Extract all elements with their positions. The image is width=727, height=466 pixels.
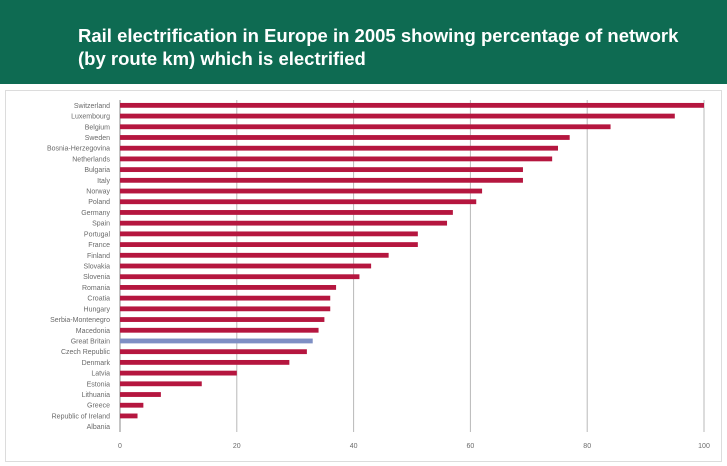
category-label: Norway bbox=[86, 189, 110, 196]
bar-bulgaria bbox=[120, 167, 523, 173]
category-label: Italy bbox=[97, 178, 110, 185]
category-label: Sweden bbox=[85, 135, 110, 142]
bar-denmark bbox=[120, 359, 290, 365]
category-label: Portugal bbox=[84, 231, 111, 238]
bar-great-britain bbox=[120, 338, 313, 344]
category-label: Hungary bbox=[84, 306, 111, 313]
x-tick-label: 40 bbox=[350, 443, 358, 450]
category-label: Albania bbox=[87, 424, 110, 431]
bar-serbia-montenegro bbox=[120, 317, 325, 322]
bar-spain bbox=[120, 220, 448, 226]
bar-greece bbox=[120, 402, 144, 408]
bar-switzerland bbox=[120, 102, 704, 108]
bar-czech-republic bbox=[120, 349, 307, 355]
bar-hungary bbox=[120, 306, 331, 312]
category-label: Bosnia-Herzegovina bbox=[47, 146, 110, 153]
category-label: Netherlands bbox=[72, 156, 110, 163]
bar-finland bbox=[120, 252, 389, 258]
chart-title: Rail electrification in Europe in 2005 s… bbox=[78, 25, 679, 69]
title-banner: Rail electrification in Europe in 2005 s… bbox=[0, 0, 727, 84]
category-label: Romania bbox=[82, 285, 110, 292]
bar-netherlands bbox=[120, 156, 553, 162]
category-label: Estonia bbox=[87, 381, 110, 388]
bar-italy bbox=[120, 177, 523, 183]
bar-belgium bbox=[120, 124, 611, 130]
bar-romania bbox=[120, 285, 337, 290]
category-label: Switzerland bbox=[74, 103, 110, 110]
bar-croatia bbox=[120, 295, 331, 301]
category-label: Lithuania bbox=[82, 392, 111, 399]
category-label: Spain bbox=[92, 221, 110, 228]
category-label: Slovenia bbox=[83, 274, 110, 281]
x-tick-label: 100 bbox=[698, 443, 710, 450]
x-tick-label: 20 bbox=[233, 443, 241, 450]
bar-lithuania bbox=[120, 392, 161, 397]
category-label: Finland bbox=[87, 253, 110, 260]
x-tick-label: 60 bbox=[467, 443, 475, 450]
bar-germany bbox=[120, 210, 453, 215]
bar-norway bbox=[120, 188, 483, 194]
category-label: Germany bbox=[81, 210, 110, 217]
category-label: Macedonia bbox=[76, 328, 110, 335]
bar-estonia bbox=[120, 381, 202, 387]
category-label: Czech Republic bbox=[61, 349, 111, 356]
category-label: Greece bbox=[87, 403, 110, 410]
bar-republic-of-ireland bbox=[120, 413, 138, 419]
category-label: Bulgaria bbox=[84, 167, 110, 174]
category-label: Luxembourg bbox=[71, 114, 110, 121]
category-label: Belgium bbox=[85, 124, 110, 131]
x-tick-label: 0 bbox=[118, 443, 122, 450]
bar-latvia bbox=[120, 370, 237, 376]
bar-slovenia bbox=[120, 274, 360, 280]
category-label: France bbox=[88, 242, 110, 249]
bar-macedonia bbox=[120, 327, 319, 333]
bar-slovakia bbox=[120, 263, 372, 269]
bar-luxembourg bbox=[120, 113, 675, 119]
x-tick-label: 80 bbox=[583, 443, 591, 450]
category-label: Republic of Ireland bbox=[52, 413, 110, 420]
bar-sweden bbox=[120, 135, 570, 140]
category-label: Denmark bbox=[82, 360, 111, 367]
category-label: Poland bbox=[88, 199, 110, 206]
category-label: Serbia-Montenegro bbox=[50, 317, 110, 324]
bar-portugal bbox=[120, 231, 418, 237]
category-label: Croatia bbox=[87, 296, 110, 303]
category-label: Latvia bbox=[91, 371, 110, 378]
bar-bosnia-herzegovina bbox=[120, 145, 558, 151]
category-label: Great Britain bbox=[71, 338, 110, 345]
bar-france bbox=[120, 242, 418, 247]
bar-poland bbox=[120, 199, 477, 205]
category-label: Slovakia bbox=[84, 264, 111, 271]
